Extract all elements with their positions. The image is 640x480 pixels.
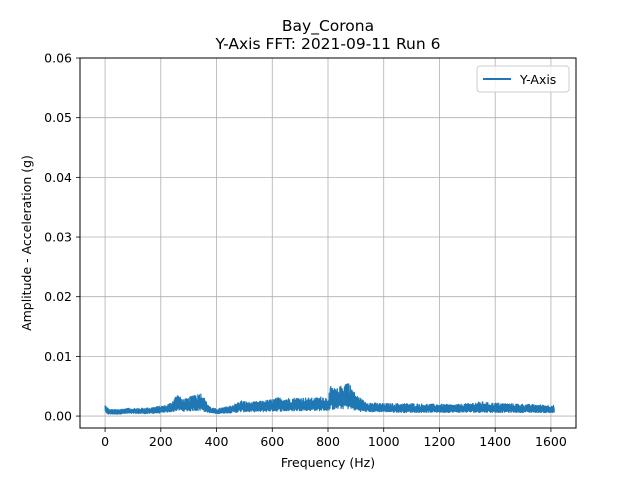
legend-label-y-axis: Y-Axis [519, 72, 556, 87]
chart-subtitle: Y-Axis FFT: 2021-09-11 Run 6 [215, 35, 441, 53]
x-tick-label: 800 [316, 434, 340, 449]
x-tick-label: 600 [260, 434, 284, 449]
y-tick-label: 0.01 [44, 349, 72, 364]
y-tick-label: 0.02 [44, 289, 72, 304]
y-tick-label: 0.00 [44, 409, 72, 424]
x-axis: 0 200 400 600 800 1000 1200 1400 1600 [101, 428, 567, 449]
y-tick-label: 0.05 [44, 110, 72, 125]
x-tick-label: 200 [149, 434, 173, 449]
x-tick-label: 1600 [535, 434, 567, 449]
y-axis: 0.00 0.01 0.02 0.03 0.04 0.05 0.06 [44, 51, 80, 424]
y-tick-label: 0.04 [44, 170, 72, 185]
legend-box [476, 65, 570, 93]
y-tick-label: 0.06 [44, 51, 72, 66]
grid [80, 57, 576, 428]
series-line-y-axis [104, 383, 555, 415]
x-tick-label: 1000 [368, 434, 400, 449]
y-axis-label: Amplitude - Acceleration (g) [19, 155, 34, 331]
legend: Y-Axis [476, 65, 570, 93]
series-layer [104, 383, 555, 415]
x-tick-label: 0 [101, 434, 109, 449]
x-tick-label: 400 [205, 434, 229, 449]
x-tick-label: 1400 [479, 434, 511, 449]
chart-title: Bay_Corona [282, 17, 374, 36]
x-axis-label: Frequency (Hz) [281, 455, 375, 470]
x-tick-label: 1200 [424, 434, 456, 449]
y-tick-label: 0.03 [44, 230, 72, 245]
